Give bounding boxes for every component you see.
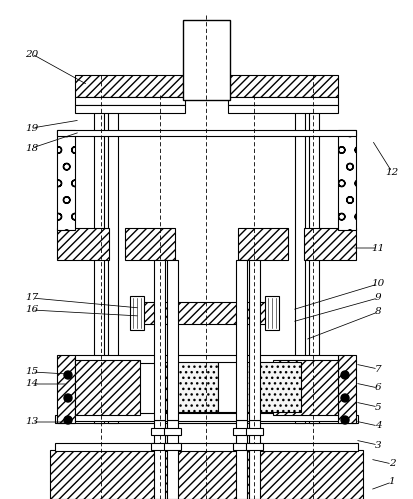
Bar [140,302,273,324]
Text: 20: 20 [25,49,39,58]
Bar [249,420,260,499]
Text: 13: 13 [25,418,39,427]
Bar [218,362,245,412]
Bar [57,355,75,423]
Bar [57,228,109,260]
Bar [167,420,178,499]
Bar [167,260,178,420]
Bar [265,296,279,330]
Bar [151,428,168,435]
Text: 1: 1 [389,478,395,487]
Text: 17: 17 [25,293,39,302]
Text: 5: 5 [375,403,381,412]
Bar [94,95,104,423]
Circle shape [341,416,349,424]
Bar [233,443,250,450]
Text: 2: 2 [389,460,395,469]
Text: 12: 12 [385,168,399,177]
Circle shape [64,394,72,402]
Bar [154,420,165,499]
Bar [246,428,263,435]
Bar [183,20,230,100]
Text: 4: 4 [375,422,381,431]
Bar [57,130,356,136]
Bar [304,228,356,260]
Circle shape [64,416,72,424]
Text: 3: 3 [375,441,381,450]
Circle shape [64,371,72,379]
Bar [309,95,319,423]
Bar [246,443,263,450]
Text: 14: 14 [25,380,39,389]
Bar [295,95,305,423]
Bar [50,450,363,499]
Circle shape [341,371,349,379]
Bar [130,296,144,330]
Bar [233,428,250,435]
Bar [273,360,338,415]
Bar [228,75,338,97]
Bar [228,105,338,113]
Bar [164,443,181,450]
Bar [236,420,247,499]
Bar [57,130,75,230]
Text: 7: 7 [375,364,381,373]
Bar [164,428,181,435]
Text: 16: 16 [25,305,39,314]
Bar [75,413,338,421]
Bar [151,443,168,450]
Bar [75,355,338,363]
Text: 18: 18 [25,144,39,153]
Text: 19: 19 [25,123,39,133]
Circle shape [341,394,349,402]
Bar [249,260,260,420]
Bar [245,362,301,412]
Bar [236,260,247,420]
Text: 6: 6 [375,384,381,393]
Text: 10: 10 [371,279,385,288]
Bar [75,105,185,113]
Text: 11: 11 [371,244,385,252]
Bar [125,228,175,260]
Bar [154,260,165,420]
Bar [238,228,288,260]
Text: 15: 15 [25,367,39,377]
Bar [108,95,118,423]
Bar [75,75,185,97]
Bar [338,130,356,230]
Bar [75,97,185,105]
Bar [55,415,358,423]
Bar [338,355,356,423]
Bar [162,362,218,412]
Bar [228,97,338,105]
Bar [75,360,140,415]
Text: 9: 9 [375,293,381,302]
Text: 8: 8 [375,307,381,316]
Bar [55,443,358,451]
